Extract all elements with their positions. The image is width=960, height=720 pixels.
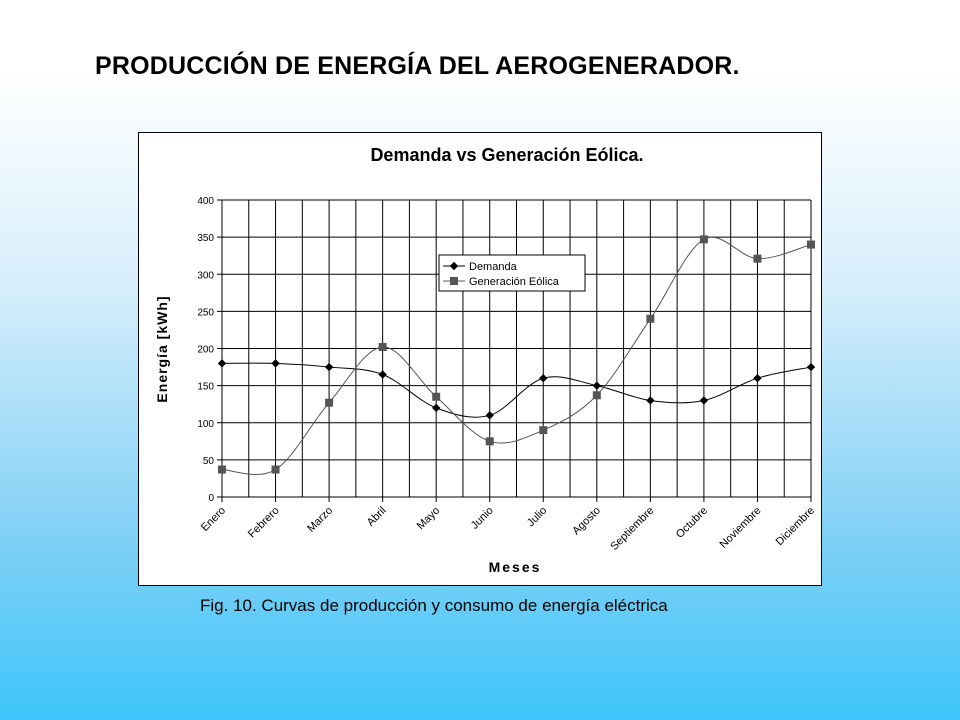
legend-label: Demanda	[469, 261, 518, 273]
x-tick-label: Mayo	[415, 505, 443, 533]
data-point-generacion-eolica	[218, 465, 226, 474]
data-point-demanda	[485, 411, 494, 420]
x-tick-label: Junio	[469, 505, 496, 532]
y-tick-label: 300	[197, 270, 214, 281]
data-point-generacion-eolica	[325, 398, 334, 407]
y-axis-label: Energía [kWh]	[154, 295, 170, 402]
data-point-demanda	[646, 396, 655, 405]
legend-marker	[450, 277, 458, 285]
y-tick-label: 0	[208, 493, 214, 504]
data-point-demanda	[431, 403, 441, 413]
data-point-generacion-eolica	[271, 465, 280, 474]
data-point-demanda	[753, 373, 762, 383]
y-tick-label: 150	[197, 382, 214, 393]
x-axis-label: Meses	[489, 559, 542, 575]
y-tick-label: 200	[197, 345, 214, 356]
legend-label: Generación Eólica	[469, 276, 560, 288]
data-point-generacion-eolica	[485, 437, 494, 446]
x-tick-label: Marzo	[305, 505, 335, 535]
data-point-generacion-eolica	[432, 392, 441, 401]
chart-title: Demanda vs Generación Eólica.	[370, 145, 643, 165]
y-axis-ticks: 0 50 100 150 200 250 300 350 400	[197, 196, 222, 504]
line-chart: Demanda vs Generación Eólica. 0 50 100 150 2…	[154, 145, 817, 575]
x-tick-label: Julio	[525, 505, 549, 529]
legend-box	[438, 254, 586, 292]
slide-title: PRODUCCIÓN DE ENERGÍA DEL AEROGENERADOR.	[95, 52, 740, 80]
data-point-generacion-eolica	[378, 343, 387, 352]
y-tick-label: 50	[203, 456, 215, 467]
figure-caption: Fig. 10. Curvas de producción y consumo …	[200, 596, 668, 615]
data-point-generacion-eolica	[699, 235, 708, 244]
data-point-demanda	[806, 362, 816, 372]
x-tick-label: Septiembre	[608, 505, 656, 553]
data-point-demanda	[539, 373, 548, 383]
data-point-generacion-eolica	[646, 314, 655, 323]
y-tick-label: 100	[197, 419, 214, 430]
x-tick-label: Octubre	[674, 505, 710, 541]
data-point-demanda	[592, 381, 602, 390]
data-point-generacion-eolica	[592, 391, 601, 400]
data-point-demanda	[324, 362, 334, 372]
data-point-generacion-eolica	[807, 240, 815, 249]
y-tick-label: 400	[197, 196, 214, 207]
y-tick-label: 250	[197, 307, 214, 318]
data-point-demanda	[378, 370, 387, 379]
x-tick-label: Agosto	[570, 505, 603, 538]
x-tick-label: Noviembre	[717, 505, 763, 551]
chart-frame: Demanda vs Generación Eólica. 0 50 100 150 2…	[138, 132, 822, 586]
data-point-demanda	[699, 396, 709, 405]
x-tick-label: Enero	[199, 505, 228, 534]
x-tick-label: Febrero	[246, 505, 282, 541]
y-tick-label: 350	[197, 233, 214, 244]
chart-legend: Demanda Generación Eólica	[438, 254, 586, 292]
data-point-generacion-eolica	[753, 254, 762, 263]
legend-marker	[449, 261, 459, 271]
plot-grid	[221, 199, 812, 498]
data-point-demanda	[217, 359, 227, 368]
x-tick-label: Abril	[365, 505, 389, 529]
series-markers	[217, 235, 816, 474]
x-axis-ticks: Enero Febrero Marzo Abril Mayo Junio Julio Agos…	[199, 497, 817, 553]
data-point-demanda	[271, 359, 280, 368]
x-tick-label: Diciembre	[774, 505, 817, 548]
data-point-generacion-eolica	[539, 426, 548, 435]
